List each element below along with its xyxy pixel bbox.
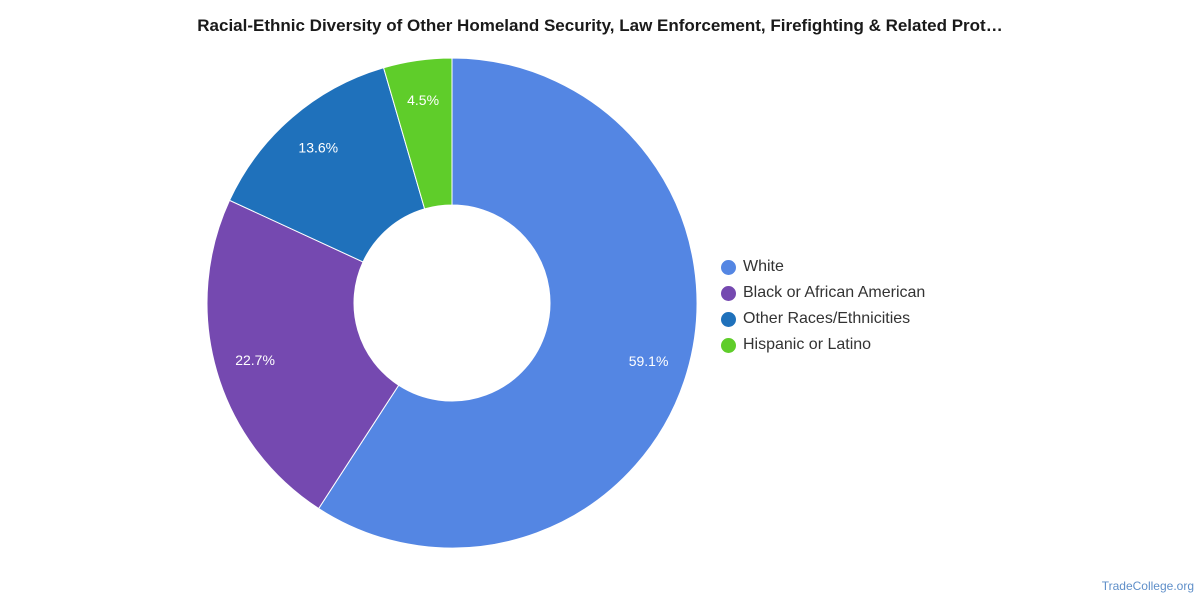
chart-title: Racial-Ethnic Diversity of Other Homelan…: [197, 16, 1003, 35]
legend-item-other-races-ethnicities[interactable]: Other Races/Ethnicities: [721, 306, 925, 332]
donut-slice-hispanic-or-latino[interactable]: [382, 57, 453, 210]
legend-swatch-icon: [721, 259, 736, 275]
legend-item-white[interactable]: White: [721, 254, 925, 280]
legend-label: Black or African American: [743, 284, 926, 301]
slice-value-label-other-races-ethnicities: 13.6%: [298, 140, 338, 156]
donut-slice-other-races-ethnicities[interactable]: [228, 67, 426, 263]
legend-swatch-icon: [721, 311, 736, 327]
source-watermark[interactable]: TradeCollege.org: [1101, 579, 1194, 593]
legend-label: White: [743, 258, 784, 275]
legend-swatch-icon: [721, 337, 736, 353]
chart-legend: White Black or African American Other Race…: [721, 254, 925, 358]
legend-item-black-or-african-american[interactable]: Black or African American: [721, 280, 925, 306]
legend-label: Hispanic or Latino: [743, 336, 872, 353]
slice-value-label-hispanic-or-latino: 4.5%: [407, 92, 439, 108]
legend-swatch-icon: [721, 285, 736, 301]
legend-item-hispanic-or-latino[interactable]: Hispanic or Latino: [721, 332, 925, 358]
slice-value-label-white: 59.1%: [629, 353, 669, 369]
slice-value-label-black-or-african-american: 22.7%: [235, 352, 275, 368]
donut-slice-black-or-african-american[interactable]: [206, 199, 400, 510]
legend-label: Other Races/Ethnicities: [743, 310, 911, 327]
donut-slice-white[interactable]: [317, 57, 698, 549]
